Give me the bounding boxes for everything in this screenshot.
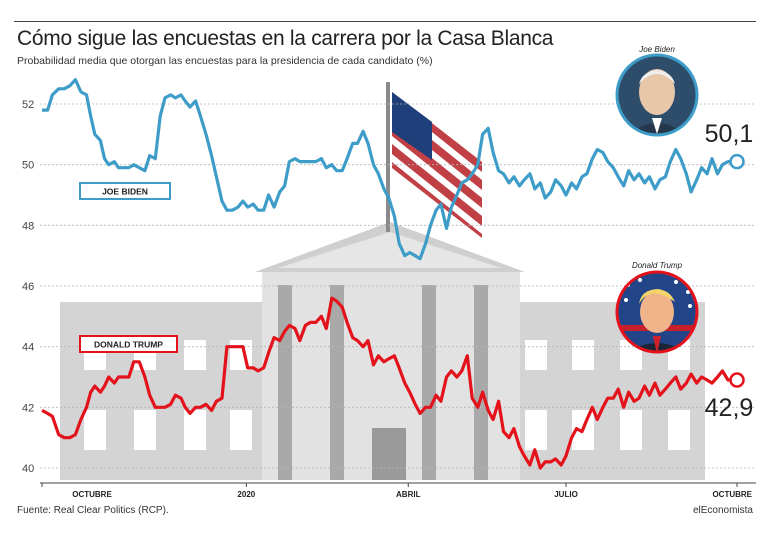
trump-end-value: 42,9 xyxy=(705,394,754,422)
biden-end-point xyxy=(729,153,745,170)
chart-title: Cómo sigue las encuestas en la carrera p… xyxy=(17,27,554,50)
biden-portrait-caption: Joe Biden xyxy=(638,45,675,54)
white-house-illustration xyxy=(60,82,705,480)
y-tick-label: 42 xyxy=(22,402,34,414)
y-axis: 40 42 44 46 48 50 52 xyxy=(22,99,34,475)
footer-source: Fuente: Real Clear Politics (RCP). xyxy=(17,505,169,516)
y-tick-label: 46 xyxy=(22,281,34,293)
y-tick-label: 52 xyxy=(22,99,34,111)
x-tick-label: 2020 xyxy=(237,490,255,499)
biden-label-text: JOE BIDEN xyxy=(102,187,148,197)
biden-end-value: 50,1 xyxy=(705,120,754,148)
series-layer xyxy=(41,78,745,470)
y-tick-label: 50 xyxy=(22,160,34,172)
trump-end-point xyxy=(729,372,745,388)
trump-series-label: DONALD TRUMP xyxy=(79,335,178,353)
y-tick-label: 44 xyxy=(22,342,34,354)
footer-brand: elEconomista xyxy=(692,505,753,516)
trump-label-text: DONALD TRUMP xyxy=(94,340,163,350)
top-rule xyxy=(14,21,756,22)
biden-portrait xyxy=(615,53,699,137)
y-tick-label: 40 xyxy=(22,463,34,475)
x-axis: OCTUBRE 2020 ABRIL JULIO OCTUBRE xyxy=(41,483,753,499)
biden-series-line xyxy=(42,78,737,261)
trump-portrait-caption: Donald Trump xyxy=(632,261,683,270)
chart-subtitle: Probabilidad media que otorgan las encue… xyxy=(17,55,433,67)
trump-series-line xyxy=(41,296,737,470)
y-tick-label: 48 xyxy=(22,220,34,232)
trump-portrait xyxy=(615,270,699,354)
x-tick-label: ABRIL xyxy=(396,490,421,499)
x-tick-label: OCTUBRE xyxy=(712,490,752,499)
biden-series-label: JOE BIDEN xyxy=(79,182,171,200)
x-tick-label: JULIO xyxy=(554,490,578,499)
x-tick-label: OCTUBRE xyxy=(72,490,112,499)
